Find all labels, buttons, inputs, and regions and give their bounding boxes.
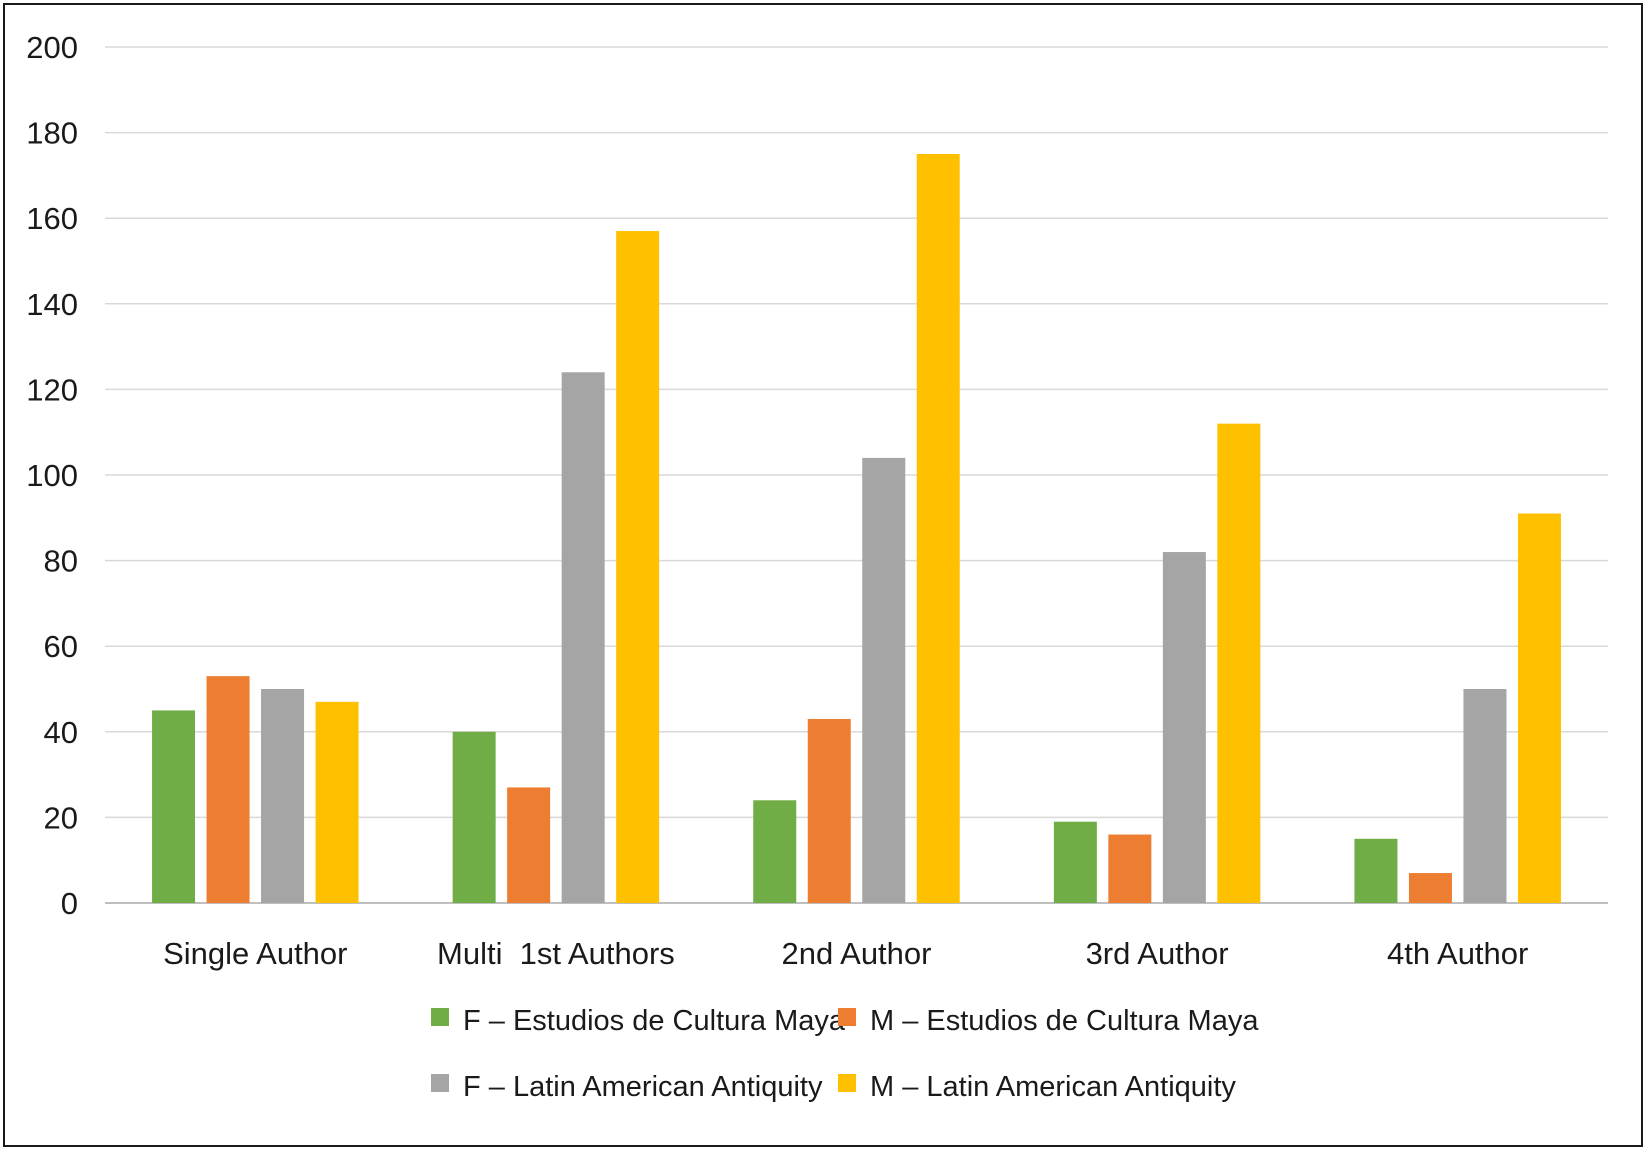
x-axis: Single Author Multi 1st Authors 2nd Author… bbox=[163, 936, 1528, 971]
legend-label: F – Latin American Antiquity bbox=[463, 1071, 823, 1103]
bar bbox=[206, 676, 250, 903]
bar bbox=[152, 710, 196, 903]
x-tick-label: Multi 1st Authors bbox=[437, 936, 675, 971]
legend-label: F – Estudios de Cultura Maya bbox=[463, 1005, 846, 1037]
y-tick-label: 20 bbox=[44, 800, 78, 835]
bar bbox=[916, 154, 960, 903]
legend-swatch bbox=[431, 1008, 449, 1026]
legend-label: M – Latin American Antiquity bbox=[870, 1071, 1236, 1103]
legend-swatch bbox=[431, 1074, 449, 1092]
bar bbox=[1217, 423, 1261, 903]
bar bbox=[862, 457, 906, 903]
x-tick-label: 4th Author bbox=[1387, 936, 1528, 971]
bar bbox=[1463, 689, 1507, 903]
bar bbox=[261, 689, 305, 903]
bar bbox=[753, 800, 797, 903]
bar bbox=[616, 231, 660, 904]
chart-frame bbox=[3, 3, 1643, 1147]
bar bbox=[1053, 821, 1097, 903]
y-tick-label: 0 bbox=[61, 886, 78, 921]
bar bbox=[507, 787, 551, 903]
y-tick-label: 100 bbox=[26, 458, 78, 493]
y-tick-label: 140 bbox=[26, 287, 78, 322]
bar bbox=[561, 372, 605, 903]
bar bbox=[315, 701, 359, 903]
legend: F – Estudios de Cultura Maya M – Estudios… bbox=[431, 1005, 1259, 1103]
y-tick-label: 160 bbox=[26, 201, 78, 236]
y-tick-label: 200 bbox=[26, 30, 78, 65]
y-tick-label: 120 bbox=[26, 372, 78, 407]
y-tick-label: 60 bbox=[44, 629, 78, 664]
x-tick-label: Single Author bbox=[163, 936, 347, 971]
y-tick-label: 80 bbox=[44, 544, 78, 579]
y-tick-label: 40 bbox=[44, 715, 78, 750]
x-tick-label: 2nd Author bbox=[782, 936, 932, 971]
bar bbox=[1162, 552, 1206, 903]
bar bbox=[1408, 873, 1452, 903]
bar bbox=[452, 731, 496, 903]
bar bbox=[1517, 513, 1561, 903]
bar bbox=[1354, 838, 1398, 903]
bar bbox=[807, 718, 851, 903]
bar bbox=[1108, 834, 1152, 903]
legend-swatch bbox=[838, 1074, 856, 1092]
bars bbox=[152, 154, 1561, 904]
x-tick-label: 3rd Author bbox=[1086, 936, 1229, 971]
legend-swatch bbox=[838, 1008, 856, 1026]
legend-label: M – Estudios de Cultura Maya bbox=[870, 1005, 1259, 1037]
y-axis: 0 20 40 60 80 100 120 140 160 180 200 bbox=[26, 30, 78, 921]
y-tick-label: 180 bbox=[26, 116, 78, 151]
